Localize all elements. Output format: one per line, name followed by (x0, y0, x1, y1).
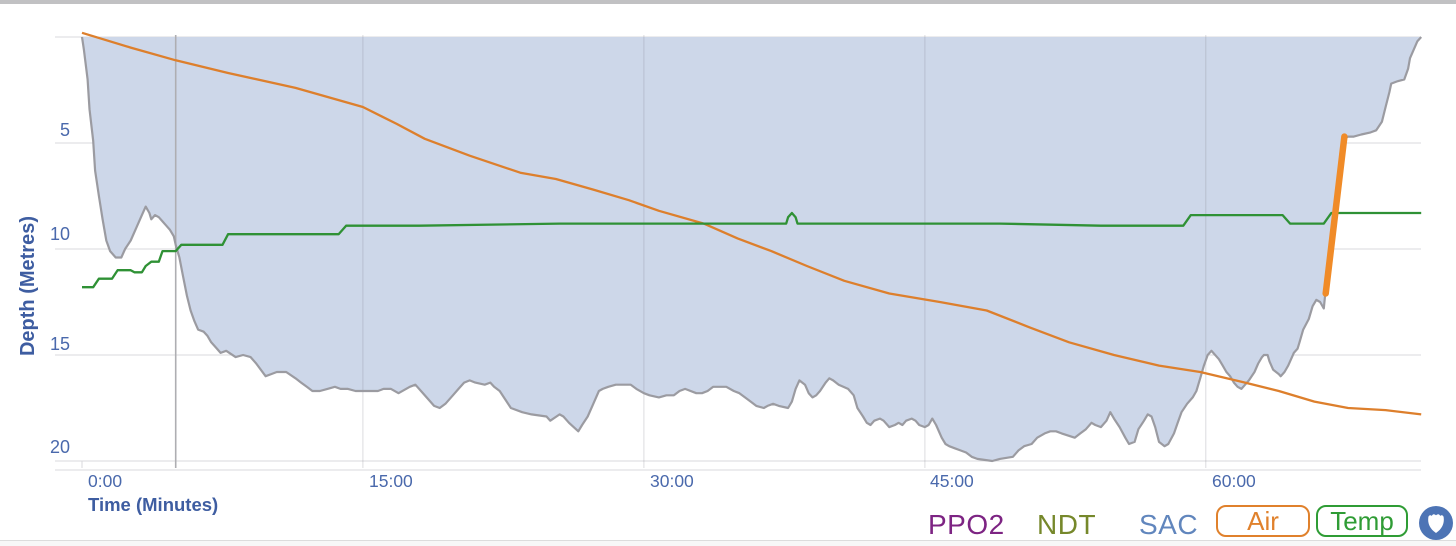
temp-toggle-button[interactable]: Temp (1316, 505, 1408, 537)
legend-toggle-ndt[interactable]: NDT (1037, 509, 1097, 540)
x-tick-45: 45:00 (930, 471, 974, 491)
y-tick-20: 20 (49, 437, 70, 457)
logo-shield-glyph (1428, 514, 1444, 533)
x-tick-15: 15:00 (369, 471, 413, 491)
legend-toggle-ppo2[interactable]: PPO2 (928, 509, 1005, 540)
depth-line (80, 36, 1423, 463)
y-tick-5: 5 (59, 120, 70, 140)
shield-logo-icon (1419, 506, 1453, 540)
x-tick-60: 60:00 (1212, 471, 1256, 491)
bottom-divider (0, 540, 1456, 541)
y-tick-10: 10 (49, 224, 70, 244)
depth-area (82, 37, 1422, 461)
air-toggle-label: Air (1247, 505, 1279, 536)
app-logo-button[interactable] (1419, 506, 1453, 540)
x-tick-30: 30:00 (650, 471, 694, 491)
v-gridlines (81, 35, 1207, 468)
air-toggle-button[interactable]: Air (1216, 505, 1310, 537)
legend-toggle-sac[interactable]: SAC (1139, 509, 1199, 540)
temp-toggle-label: Temp (1330, 505, 1394, 536)
bottom-strip (0, 541, 1456, 546)
y-tick-15: 15 (49, 334, 70, 354)
window-top-bar (0, 0, 1456, 4)
x-axis-title: Time (Minutes) (88, 494, 219, 515)
y-axis-title: Depth (Metres) (17, 216, 39, 357)
air-pressure-line (81, 31, 1422, 416)
temperature-line (82, 211, 1422, 289)
ascent-marker-line (1322, 133, 1348, 297)
x-tick-0: 0:00 (88, 471, 123, 491)
